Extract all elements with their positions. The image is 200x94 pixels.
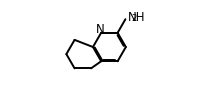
Text: NH: NH xyxy=(128,11,145,24)
Text: N: N xyxy=(96,23,105,36)
Text: 2: 2 xyxy=(131,14,136,23)
